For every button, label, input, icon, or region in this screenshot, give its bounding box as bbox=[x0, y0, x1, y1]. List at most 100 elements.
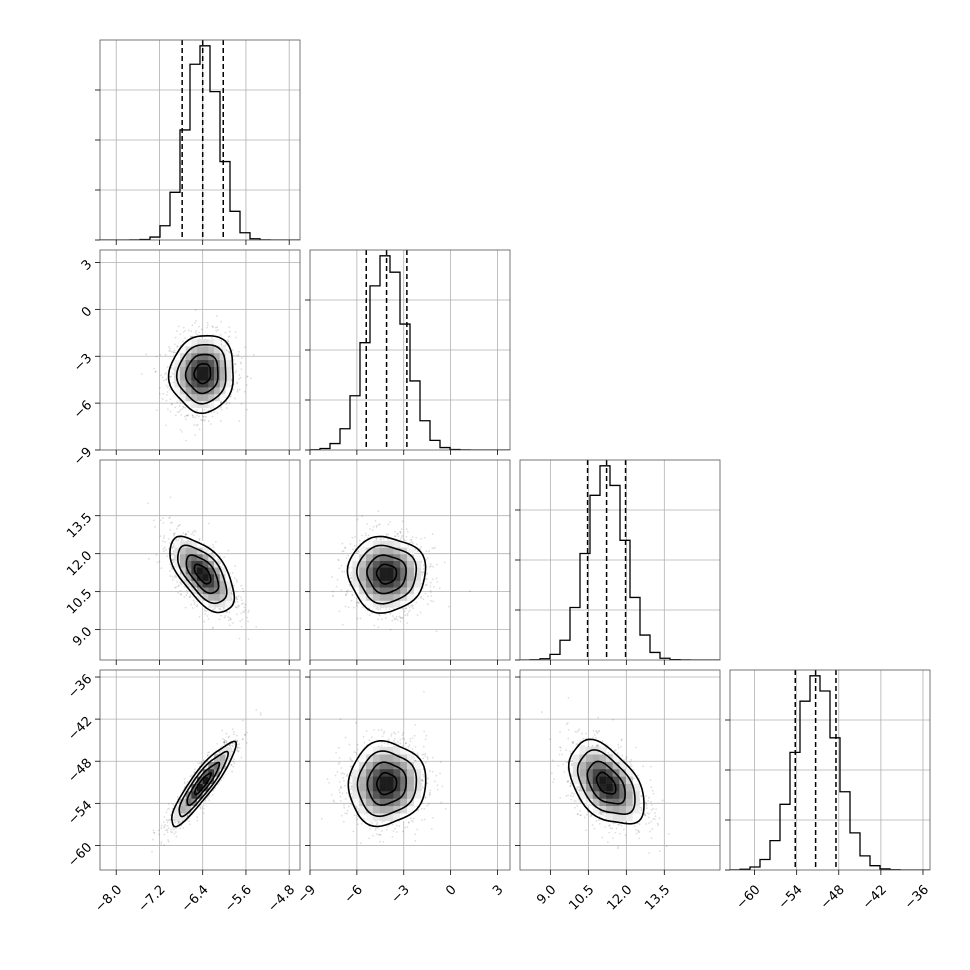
density-cell bbox=[202, 560, 209, 568]
sample-point bbox=[372, 525, 375, 528]
sample-point bbox=[228, 744, 231, 747]
sample-point bbox=[179, 593, 182, 596]
sample-point bbox=[173, 532, 175, 535]
sample-point bbox=[351, 536, 354, 539]
density-cell bbox=[352, 553, 360, 561]
sample-point bbox=[167, 803, 170, 805]
sample-point bbox=[232, 354, 235, 357]
sample-point bbox=[422, 564, 425, 567]
sample-point bbox=[200, 328, 203, 331]
sample-point bbox=[420, 571, 423, 573]
sample-point bbox=[155, 409, 158, 412]
sample-point bbox=[249, 377, 252, 380]
density-cell bbox=[225, 373, 232, 381]
sample-point bbox=[344, 546, 346, 549]
sample-point bbox=[230, 763, 233, 766]
sample-point bbox=[411, 605, 413, 608]
sample-point bbox=[163, 379, 165, 382]
sample-point bbox=[432, 585, 435, 588]
sample-point bbox=[240, 357, 243, 359]
sample-point bbox=[165, 548, 167, 551]
sample-point bbox=[193, 771, 195, 773]
sample-point bbox=[228, 335, 231, 338]
sample-point bbox=[225, 402, 228, 405]
sample-point bbox=[169, 347, 171, 350]
sample-point bbox=[169, 349, 171, 352]
sample-point bbox=[168, 517, 170, 520]
density-cell bbox=[208, 366, 215, 374]
density-cell bbox=[202, 346, 209, 354]
sample-point bbox=[192, 452, 194, 454]
density-cell bbox=[197, 366, 204, 374]
sample-point bbox=[403, 610, 406, 613]
density-cell bbox=[208, 373, 215, 381]
sample-point bbox=[403, 539, 406, 542]
sample-point bbox=[361, 606, 364, 609]
sample-point bbox=[235, 354, 238, 357]
sample-point bbox=[231, 593, 234, 595]
density-cell bbox=[366, 573, 374, 581]
sample-point bbox=[187, 329, 190, 332]
sample-point bbox=[167, 345, 170, 348]
sample-point bbox=[172, 545, 175, 548]
density-cell bbox=[407, 580, 415, 588]
density-cell bbox=[393, 553, 401, 561]
density-cell bbox=[386, 587, 394, 595]
panel-frame bbox=[99, 459, 301, 661]
density-cell bbox=[180, 366, 186, 374]
sample-point bbox=[161, 376, 164, 379]
sample-point bbox=[349, 574, 352, 577]
scatter-panel-2-1 bbox=[310, 460, 510, 660]
density-cell bbox=[185, 573, 192, 581]
sample-point bbox=[236, 600, 239, 603]
sample-point bbox=[236, 590, 238, 593]
sample-point bbox=[374, 519, 377, 522]
sample-point bbox=[160, 567, 163, 570]
density-cell bbox=[180, 373, 186, 381]
density-cell bbox=[174, 352, 181, 361]
sample-point bbox=[436, 580, 439, 583]
sample-point bbox=[245, 408, 248, 411]
sample-point bbox=[401, 520, 404, 523]
sample-point bbox=[347, 606, 350, 609]
sample-point bbox=[238, 605, 240, 607]
sample-point bbox=[399, 617, 402, 619]
density-cell bbox=[202, 547, 209, 555]
sample-point bbox=[160, 841, 163, 843]
sample-point bbox=[184, 533, 187, 536]
sample-point bbox=[192, 416, 194, 419]
sample-point bbox=[193, 601, 196, 604]
sample-point bbox=[352, 606, 355, 609]
sample-point bbox=[213, 411, 216, 414]
sample-point bbox=[189, 823, 191, 826]
sample-point bbox=[241, 618, 243, 621]
density-cell bbox=[219, 580, 226, 588]
density-cell bbox=[386, 593, 394, 601]
sample-point bbox=[394, 535, 397, 537]
density-cell bbox=[386, 573, 394, 581]
sample-point bbox=[406, 614, 409, 617]
sample-point bbox=[331, 576, 333, 578]
density-cell bbox=[197, 560, 204, 568]
sample-point bbox=[375, 538, 378, 541]
sample-point bbox=[388, 608, 391, 611]
sample-point bbox=[165, 819, 168, 822]
sample-point bbox=[421, 571, 423, 574]
sample-point bbox=[180, 413, 183, 416]
sample-point bbox=[190, 330, 193, 333]
sample-point bbox=[357, 601, 360, 604]
sample-point bbox=[240, 603, 243, 606]
sample-point bbox=[184, 406, 187, 409]
sample-point bbox=[175, 538, 178, 541]
sample-point bbox=[214, 607, 216, 610]
density-cell bbox=[202, 352, 209, 361]
sample-point bbox=[198, 331, 200, 334]
density-cell bbox=[359, 560, 367, 568]
sample-point bbox=[389, 612, 392, 615]
sample-point bbox=[399, 530, 402, 533]
sample-point bbox=[197, 325, 200, 328]
sample-point bbox=[341, 542, 344, 545]
sample-point bbox=[166, 386, 169, 389]
sample-point bbox=[212, 546, 215, 549]
sample-point bbox=[207, 420, 210, 423]
